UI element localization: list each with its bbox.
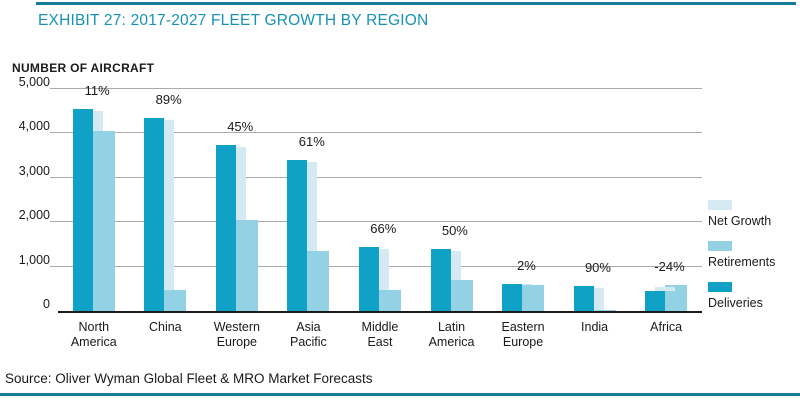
bar-group-middle-east: 66% Middle East	[358, 89, 401, 349]
growth-percent-label: 11%	[84, 82, 110, 98]
plot-area: 11% North America 89% China 45% Western Europ…	[50, 83, 702, 350]
deliveries-bar	[430, 248, 451, 311]
retirements-bar	[665, 285, 688, 311]
deliveries-bar	[502, 284, 523, 311]
y-tick-label: 3,000	[18, 163, 50, 178]
top-rule-line	[36, 2, 796, 5]
retirements-bar	[450, 279, 473, 311]
x-axis-label: India	[581, 320, 609, 334]
growth-percent-label: 66%	[370, 220, 397, 236]
x-axis-label: Latin America	[428, 320, 475, 349]
deliveries-bar	[215, 144, 236, 311]
retirements-bar	[522, 285, 545, 311]
bar-group-latin-america: 50% Latin America	[429, 89, 475, 349]
retirements-bar	[593, 309, 616, 311]
retirements-bar	[92, 131, 115, 311]
legend-entry-net-growth: Net Growth	[708, 200, 798, 228]
gridline	[50, 221, 702, 223]
retirements-bar	[307, 251, 330, 311]
y-tick-label: 5,000	[18, 75, 50, 89]
growth-percent-label: -24%	[654, 259, 685, 275]
y-axis-tick-labels: 0 1,000 2,000 3,000 4,000 5,000	[10, 75, 50, 311]
growth-percent-label: 61%	[298, 134, 325, 150]
x-axis-label: Asia Pacific	[289, 320, 327, 349]
net-growth-bar	[655, 287, 676, 291]
retirements-bar	[164, 289, 187, 311]
chart-legend: Net Growth Retirements Deliveries	[708, 200, 798, 323]
deliveries-bar	[72, 108, 93, 311]
retirements-bar	[235, 219, 258, 311]
growth-percent-label: 2%	[517, 258, 536, 274]
growth-percent-label: 45%	[227, 118, 254, 134]
deliveries-bar	[573, 285, 594, 311]
source-attribution: Source: Oliver Wyman Global Fleet & MRO …	[5, 371, 373, 386]
growth-percent-label: 50%	[441, 222, 468, 238]
bottom-rule-line	[0, 393, 800, 396]
deliveries-bar	[287, 160, 308, 311]
retirements-bar	[378, 289, 401, 311]
x-axis-label: Middle East	[361, 320, 399, 349]
y-axis-title: NUMBER OF AIRCRAFT	[12, 61, 155, 75]
legend-label: Net Growth	[708, 214, 772, 228]
bar-group-north-america: 11% North America	[71, 83, 117, 349]
x-axis-label: China	[148, 320, 182, 334]
bar-group-asia-pacific: 61% Asia Pacific	[287, 89, 330, 349]
legend-label: Deliveries	[708, 296, 763, 310]
bar-group-china: 89% China	[144, 89, 187, 334]
gridline	[50, 88, 702, 89]
deliveries-bar	[358, 246, 379, 311]
x-axis-label: Eastern Europe	[501, 320, 545, 349]
growth-percent-label: 90%	[584, 259, 611, 275]
bar-groups: 11% North America 89% China 45% Western Europ…	[58, 83, 702, 350]
net-growth-swatch	[708, 200, 732, 210]
growth-percent-label: 89%	[155, 91, 182, 107]
x-axis-label: Africa	[650, 320, 683, 334]
bar-group-eastern-europe: 2% Eastern Europe	[502, 89, 545, 349]
deliveries-bar	[645, 290, 666, 311]
bar-group-india: 90% India	[573, 89, 616, 334]
legend-entry-retirements: Retirements	[708, 241, 798, 269]
bar-group-western-europe: 45% Western Europe	[214, 89, 260, 350]
x-axis-label: Western Europe	[213, 320, 261, 349]
gridline	[50, 176, 702, 178]
y-tick-label: 4,000	[18, 119, 50, 134]
y-tick-label: 2,000	[18, 208, 50, 223]
retirements-swatch	[708, 241, 732, 251]
x-axis-label: North America	[70, 320, 117, 349]
y-tick-label: 1,000	[18, 252, 50, 267]
exhibit-title: EXHIBIT 27: 2017-2027 FLEET GROWTH BY RE…	[38, 12, 429, 29]
net-growth-bar	[512, 284, 533, 286]
legend-label: Retirements	[708, 255, 776, 269]
y-tick-label: 0	[43, 297, 50, 311]
gridline	[50, 132, 702, 134]
deliveries-swatch	[708, 282, 732, 292]
fleet-growth-chart: 0 1,000 2,000 3,000 4,000 5,000 11% North Amer…	[10, 75, 702, 350]
deliveries-bar	[144, 117, 165, 311]
bar-group-africa: -24% Africa	[645, 89, 688, 334]
legend-entry-deliveries: Deliveries	[708, 282, 798, 310]
